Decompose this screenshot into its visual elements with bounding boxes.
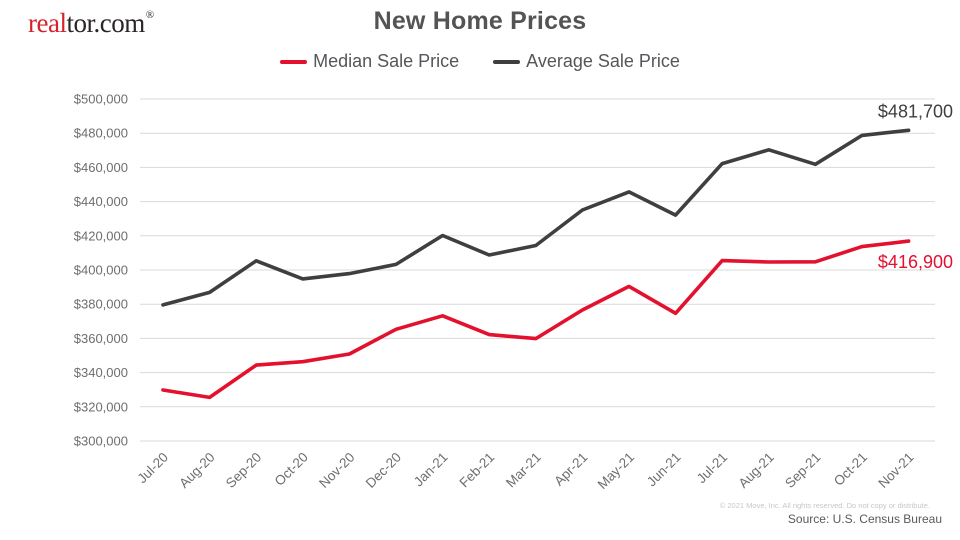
x-axis-label: Aug-21 (736, 450, 777, 491)
x-axis-label: Feb-21 (456, 450, 497, 491)
average-end-value-label: $481,700 (878, 101, 953, 121)
y-axis-label: $320,000 (74, 399, 128, 414)
y-axis-label: $460,000 (74, 160, 128, 175)
median-line-swatch-icon (280, 59, 308, 64)
y-axis-label: $360,000 (74, 331, 128, 346)
legend-item-average: Average Sale Price (493, 51, 680, 72)
median-end-value-label: $416,900 (878, 252, 953, 272)
x-axis-label: Nov-21 (875, 450, 916, 491)
legend-label-median: Median Sale Price (313, 51, 460, 71)
chart-legend: Median Sale Price Average Sale Price (0, 51, 960, 72)
source-text: Source: U.S. Census Bureau (787, 512, 942, 526)
x-axis-label: Sep-21 (782, 450, 823, 491)
x-axis-label: Jan-21 (411, 450, 451, 490)
x-axis-label: Dec-20 (363, 450, 404, 491)
legend-label-average: Average Sale Price (526, 51, 680, 71)
page-title: New Home Prices (373, 7, 587, 35)
realtor-logo: realtor.com® (28, 8, 154, 39)
copyright-text: © 2021 Move, Inc. All rights reserved. D… (719, 501, 930, 510)
x-axis-label: Apr-21 (551, 450, 590, 489)
x-axis-label: Aug-20 (176, 450, 217, 491)
legend-item-median: Median Sale Price (280, 51, 459, 72)
logo-real: real (28, 8, 67, 38)
x-axis-label: Oct-21 (831, 450, 870, 489)
x-axis-label: Nov-20 (316, 450, 357, 491)
x-axis-label: Oct-20 (272, 450, 311, 489)
y-axis-label: $300,000 (74, 434, 128, 449)
y-axis-label: $380,000 (74, 297, 128, 312)
registered-trademark-icon: ® (145, 9, 154, 21)
x-axis-label: May-21 (595, 450, 637, 492)
x-axis-label: Jul-20 (135, 450, 172, 487)
x-axis-label: Jul-21 (694, 450, 731, 487)
y-axis-label: $400,000 (74, 263, 128, 278)
series-line-average (161, 128, 911, 307)
series-line-median (161, 239, 911, 400)
x-axis-label: Sep-20 (223, 450, 264, 491)
x-axis-label: Jun-21 (644, 450, 684, 490)
x-axis-label: Mar-21 (503, 450, 544, 491)
y-axis-label: $500,000 (74, 92, 128, 107)
y-axis-label: $420,000 (74, 228, 128, 243)
y-axis-label: $480,000 (74, 126, 128, 141)
y-axis-label: $440,000 (74, 194, 128, 209)
logo-tor-com: tor.com (66, 8, 145, 38)
average-line-swatch-icon (493, 59, 521, 64)
y-axis-label: $340,000 (74, 365, 128, 380)
